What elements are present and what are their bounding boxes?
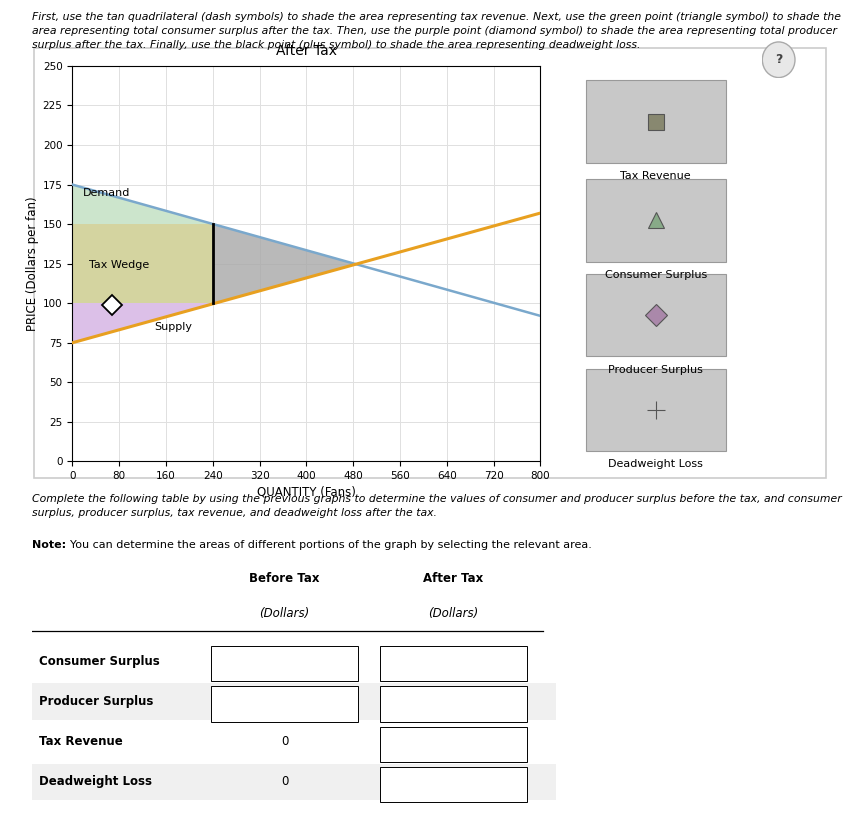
Text: Deadweight Loss: Deadweight Loss	[39, 775, 151, 789]
FancyBboxPatch shape	[585, 369, 726, 452]
FancyBboxPatch shape	[34, 48, 825, 478]
Text: Tax Revenue: Tax Revenue	[39, 735, 123, 748]
Text: Tax Revenue: Tax Revenue	[620, 171, 691, 181]
Text: Demand: Demand	[83, 188, 130, 198]
FancyBboxPatch shape	[32, 683, 556, 719]
Text: Producer Surplus: Producer Surplus	[39, 695, 153, 708]
Title: After Tax: After Tax	[276, 44, 337, 58]
Polygon shape	[213, 224, 356, 303]
Text: Consumer Surplus: Consumer Surplus	[605, 270, 707, 280]
Text: (Dollars): (Dollars)	[428, 607, 479, 620]
FancyBboxPatch shape	[32, 764, 556, 800]
Text: You can determine the areas of different portions of the graph by selecting the : You can determine the areas of different…	[70, 540, 591, 550]
Text: Before Tax: Before Tax	[249, 572, 320, 585]
Text: Tax Wedge: Tax Wedge	[89, 260, 149, 270]
FancyBboxPatch shape	[380, 646, 527, 681]
FancyBboxPatch shape	[585, 274, 726, 356]
Text: 0: 0	[281, 735, 288, 748]
FancyBboxPatch shape	[211, 646, 358, 681]
Text: (Dollars): (Dollars)	[260, 607, 310, 620]
Text: Consumer Surplus: Consumer Surplus	[39, 655, 159, 667]
FancyBboxPatch shape	[585, 81, 726, 163]
Text: Complete the following table by using the previous graphs to determine the value: Complete the following table by using th…	[32, 494, 842, 518]
FancyBboxPatch shape	[211, 686, 358, 722]
Text: Deadweight Loss: Deadweight Loss	[608, 460, 703, 470]
FancyBboxPatch shape	[380, 686, 527, 722]
Polygon shape	[72, 185, 213, 224]
Text: ?: ?	[775, 54, 782, 66]
FancyBboxPatch shape	[380, 767, 527, 802]
Y-axis label: PRICE (Dollars per fan): PRICE (Dollars per fan)	[26, 196, 38, 331]
Text: 0: 0	[281, 775, 288, 789]
FancyBboxPatch shape	[380, 727, 527, 761]
Polygon shape	[72, 303, 213, 343]
Text: First, use the tan quadrilateral (dash symbols) to shade the area representing t: First, use the tan quadrilateral (dash s…	[32, 12, 842, 49]
X-axis label: QUANTITY (Fans): QUANTITY (Fans)	[257, 485, 356, 499]
Text: Note:: Note:	[32, 540, 66, 550]
FancyBboxPatch shape	[32, 723, 556, 760]
FancyBboxPatch shape	[32, 643, 556, 680]
Polygon shape	[72, 224, 213, 303]
Circle shape	[762, 42, 795, 77]
FancyBboxPatch shape	[585, 180, 726, 262]
Text: Supply: Supply	[154, 322, 192, 332]
Text: Producer Surplus: Producer Surplus	[608, 364, 703, 375]
Text: After Tax: After Tax	[424, 572, 483, 585]
